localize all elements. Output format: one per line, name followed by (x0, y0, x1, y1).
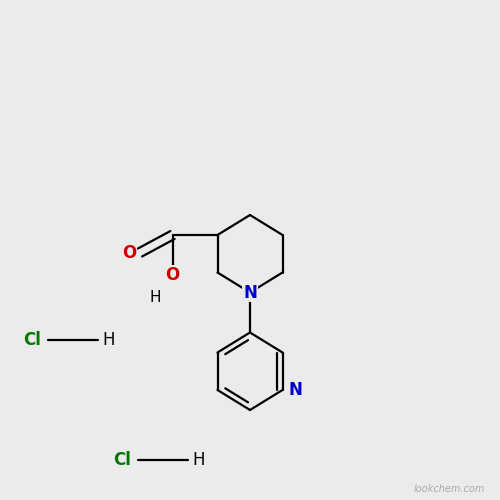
Text: O: O (122, 244, 136, 262)
Text: N: N (243, 284, 257, 302)
Text: H: H (192, 451, 205, 469)
Text: H: H (149, 290, 161, 305)
Text: O: O (166, 266, 179, 284)
Text: lookchem.com: lookchem.com (414, 484, 485, 494)
Text: N: N (288, 381, 302, 399)
Text: H: H (102, 331, 115, 349)
Text: Cl: Cl (114, 451, 132, 469)
Text: Cl: Cl (24, 331, 42, 349)
